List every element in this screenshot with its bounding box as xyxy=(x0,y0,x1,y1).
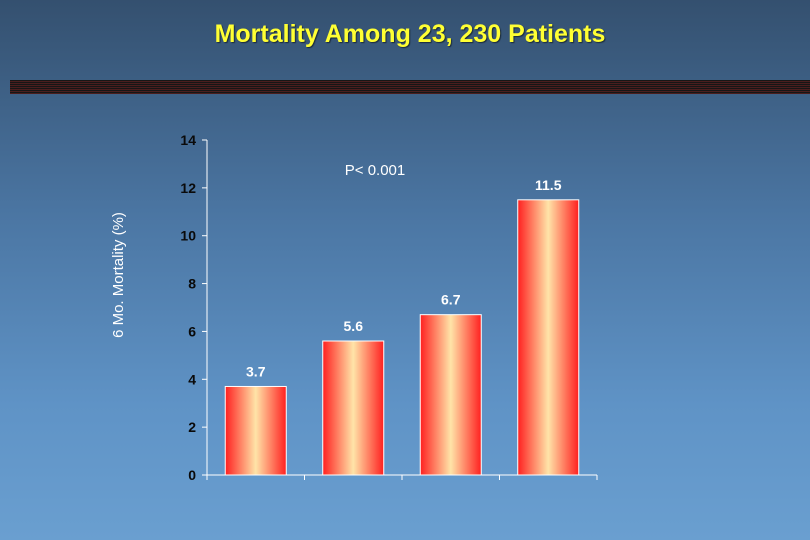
slide-title: Mortality Among 23, 230 Patients xyxy=(214,20,606,48)
bars xyxy=(224,199,580,476)
bar-value-label: 6.7 xyxy=(441,292,461,308)
y-tick-label: 4 xyxy=(188,371,196,387)
bar xyxy=(517,199,580,476)
y-tick-label: 8 xyxy=(188,276,196,292)
y-axis-title: 6 Mo. Mortality (%) xyxy=(110,212,127,338)
title-divider xyxy=(10,80,810,94)
bar-value-label: 11.5 xyxy=(535,177,562,193)
y-tick-label: 6 xyxy=(188,323,196,339)
y-tick-label: 14 xyxy=(180,132,196,148)
bar xyxy=(322,340,385,476)
y-axis: 0 2 4 6 8 10 12 14 xyxy=(180,132,208,483)
y-tick-label: 0 xyxy=(188,467,196,483)
data-labels: 3.7 5.6 6.7 11.5 xyxy=(246,177,562,380)
y-tick-label: 10 xyxy=(180,228,196,244)
y-tick-label: 12 xyxy=(180,180,196,196)
bar-value-label: 3.7 xyxy=(246,363,266,379)
y-tick-label: 2 xyxy=(188,419,196,435)
p-value-annotation: P< 0.001 xyxy=(345,162,405,179)
x-axis xyxy=(206,474,598,480)
bar xyxy=(224,385,287,476)
bar-value-label: 5.6 xyxy=(344,318,364,334)
bar xyxy=(419,314,482,476)
